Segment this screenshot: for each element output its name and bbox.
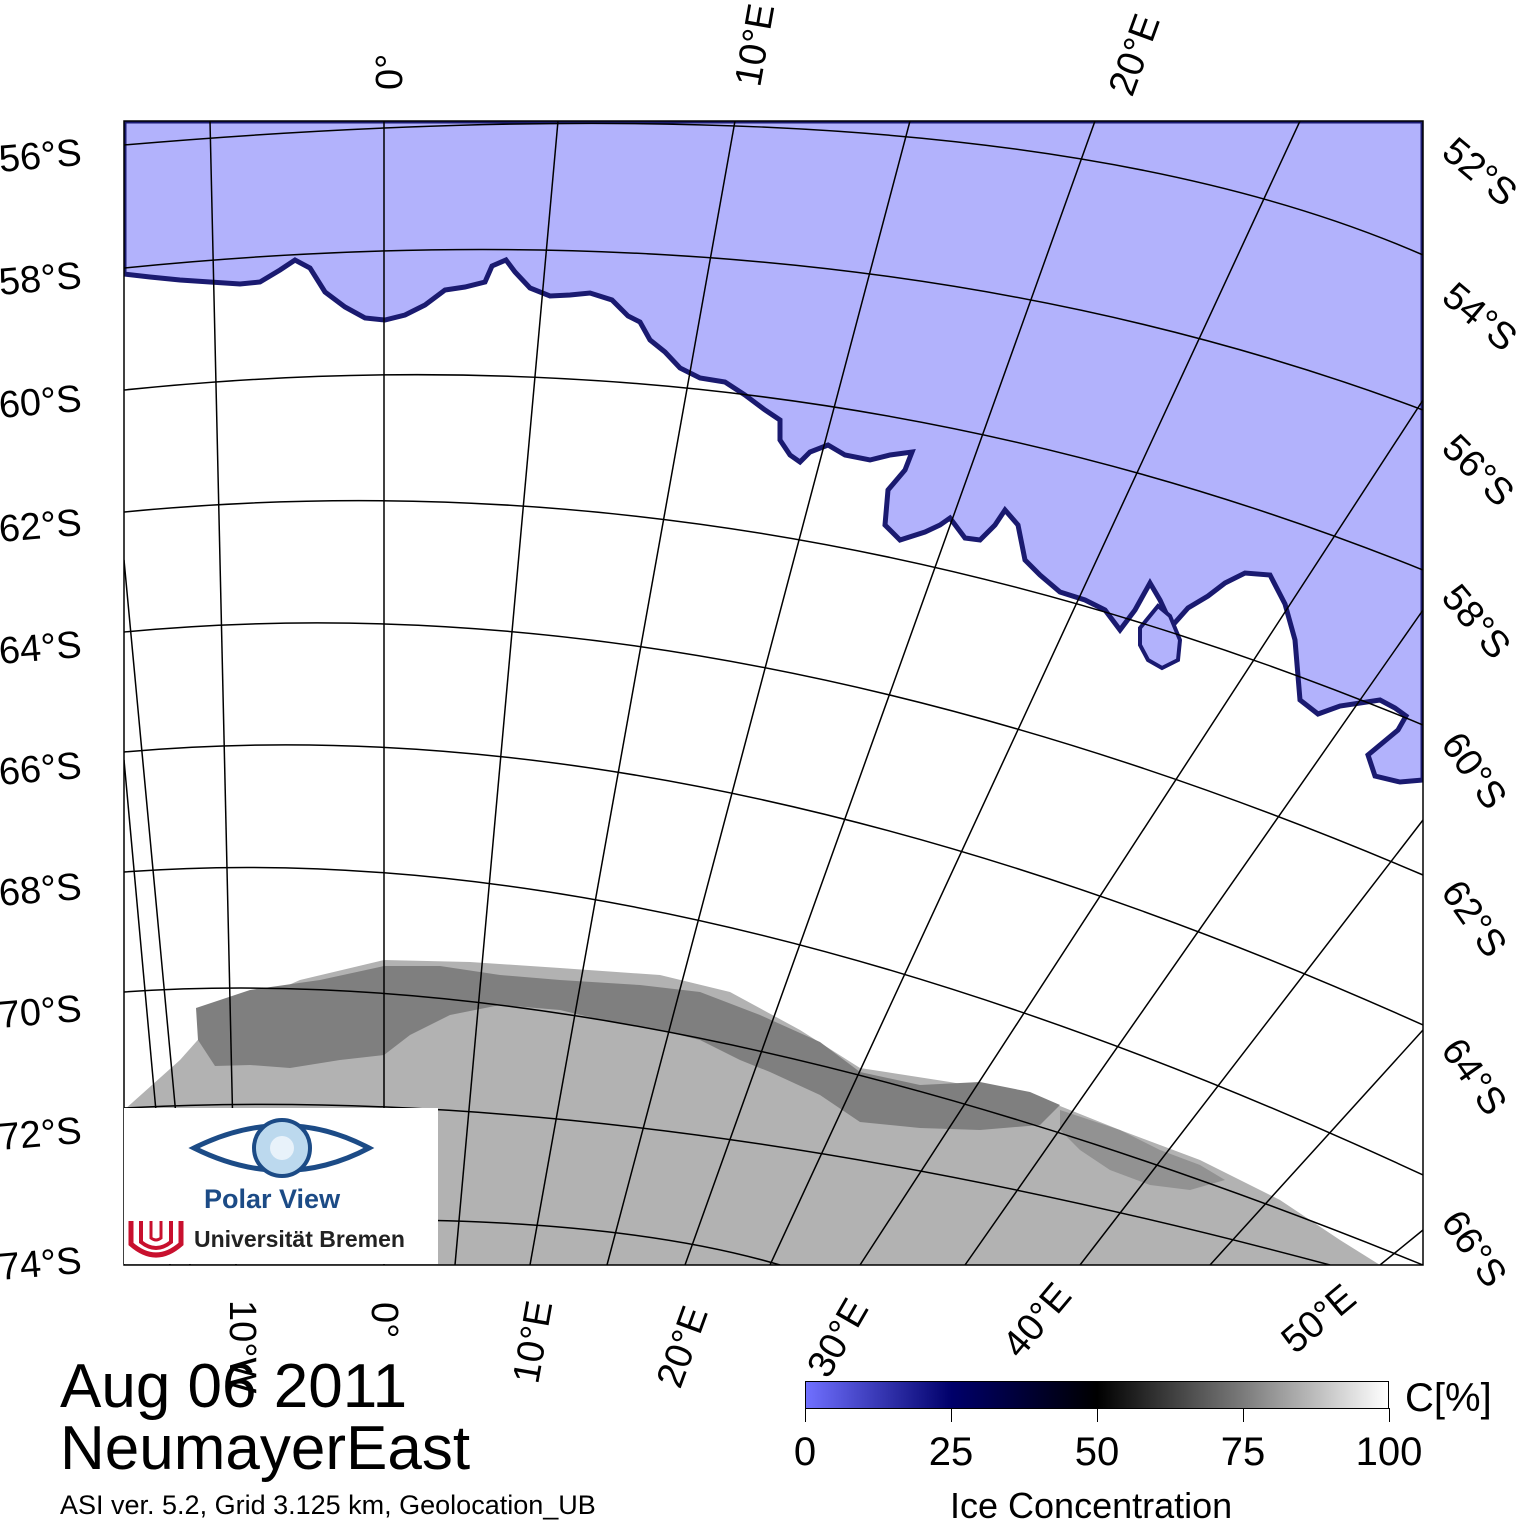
left-label-62s: 62°S	[0, 502, 83, 551]
ice-front-east	[1060, 1110, 1225, 1190]
right-label-58s: 58°S	[1433, 577, 1518, 667]
left-label-56s: 56°S	[0, 132, 83, 181]
left-label-64s: 64°S	[0, 624, 83, 673]
right-label-66s: 66°S	[1433, 1203, 1515, 1295]
latitude-line-66s	[124, 744, 1423, 1026]
left-label-60s: 60°S	[0, 378, 83, 427]
ice-shelf-area	[196, 966, 1060, 1130]
map-frame	[123, 120, 1424, 1266]
land-area	[124, 960, 1380, 1265]
graticule	[124, 121, 1423, 1265]
colorbar-tick	[1097, 1408, 1098, 1422]
colorbar-tick	[1389, 1408, 1390, 1422]
right-label-54s: 54°S	[1434, 275, 1524, 360]
right-label-62s: 62°S	[1433, 873, 1515, 965]
logo-institution: Universität Bremen	[194, 1226, 405, 1252]
latitude-line-68s	[124, 866, 1423, 1176]
longitude-line-10w	[209, 121, 237, 1265]
longitude-line-25e	[769, 121, 1301, 1265]
colorbar-tick	[951, 1408, 952, 1422]
bottom-label-10e: 10°E	[506, 1298, 562, 1387]
colorbar-title: Ice Concentration	[950, 1485, 1233, 1526]
left-labels: 56°S 58°S 60°S 62°S 64°S 66°S 68°S 70°S …	[0, 132, 83, 1289]
bottom-label-0: 0°	[363, 1302, 405, 1338]
bottom-label-40e: 40°E	[995, 1275, 1080, 1365]
left-label-58s: 58°S	[0, 255, 83, 304]
top-label-20e: 20°E	[1101, 9, 1169, 101]
university-shield-icon	[128, 1221, 184, 1258]
colorbar-label-25: 25	[928, 1430, 974, 1474]
longitude-line-10e	[529, 121, 736, 1265]
left-label-68s: 68°S	[0, 866, 83, 915]
longitude-line-5e	[454, 121, 559, 1265]
left-label-70s: 70°S	[0, 988, 83, 1037]
left-label-72s: 72°S	[0, 1110, 83, 1159]
left-label-66s: 66°S	[0, 745, 83, 794]
right-label-56s: 56°S	[1434, 427, 1522, 515]
colorbar-label-100: 100	[1355, 1430, 1423, 1474]
latitude-line-64s	[124, 622, 1423, 876]
latitude-line-58s	[124, 248, 1423, 411]
colorbar-label-0: 0	[793, 1430, 817, 1474]
colorbar-tick	[1243, 1408, 1244, 1422]
latitude-line-70s	[124, 987, 1423, 1265]
right-labels: 52°S 54°S 56°S 58°S 60°S 62°S 64°S 66°S	[1433, 130, 1525, 1295]
colorbar-tick	[805, 1408, 806, 1422]
longitude-line-45e	[1209, 1029, 1423, 1265]
longitude-line-30e	[859, 399, 1423, 1265]
bottom-label-10w: 10°W	[221, 1300, 263, 1393]
latitude-line-72s	[124, 1103, 1331, 1265]
right-label-52s: 52°S	[1434, 130, 1524, 215]
top-labels: 0° 10°E 20°E	[369, 1, 1169, 101]
eye-globe-icon	[188, 1118, 375, 1178]
left-label-74s: 74°S	[0, 1240, 83, 1289]
longitude-line-50e	[1379, 1229, 1423, 1265]
top-label-0: 0°	[369, 54, 411, 90]
colorbar-label-50: 50	[1074, 1430, 1120, 1474]
longitude-line-15e	[606, 121, 911, 1265]
latitude-line-62s	[124, 499, 1423, 726]
longitude-line-40e	[1079, 819, 1423, 1265]
logo-name: Polar View	[204, 1184, 341, 1214]
latitude-line-60s	[124, 373, 1423, 571]
colorbar-label-75: 75	[1220, 1430, 1266, 1474]
polar-view-logo	[124, 1108, 438, 1264]
bottom-label-30e: 30°E	[799, 1292, 877, 1385]
colorbar	[805, 1381, 1389, 1409]
latitude-line-56s	[124, 122, 1423, 256]
bottom-label-20e: 20°E	[649, 1301, 717, 1393]
caption-region: NeumayerEast	[60, 1414, 471, 1483]
longitude-line-20e	[684, 121, 1096, 1265]
top-label-10e: 10°E	[728, 1, 784, 90]
caption-meta: ASI ver. 5.2, Grid 3.125 km, Geolocation…	[60, 1490, 596, 1520]
bottom-label-50e: 50°E	[1274, 1276, 1364, 1361]
right-label-60s: 60°S	[1433, 725, 1515, 817]
right-label-64s: 64°S	[1433, 1031, 1515, 1123]
colorbar-unit: C[%]	[1405, 1376, 1492, 1420]
water-inlet-east	[1138, 603, 1183, 671]
longitude-line-35e	[964, 609, 1423, 1265]
open-water-area	[124, 121, 1423, 785]
caption-date: Aug 06 2011	[60, 1352, 408, 1421]
